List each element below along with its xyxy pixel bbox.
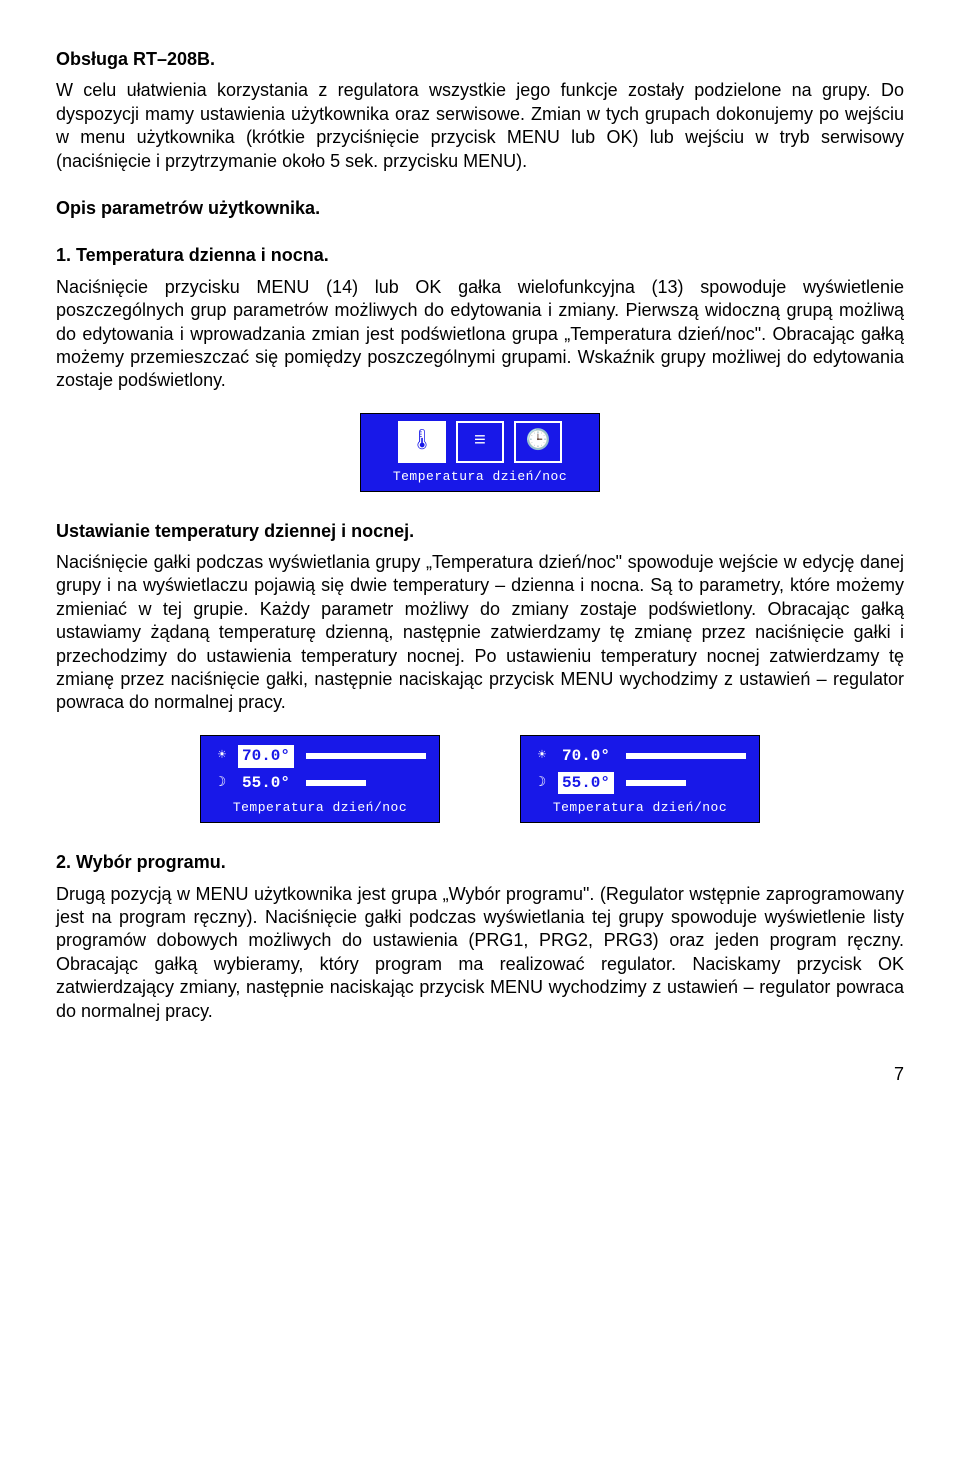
moon-icon: ☽ — [534, 774, 550, 792]
lcd-caption: Temperatura dzień/noc — [360, 469, 600, 486]
bar-icon — [306, 780, 366, 786]
day-temp-value: 70.0° — [558, 745, 614, 768]
section-1-heading: 1. Temperatura dzienna i nocna. — [56, 244, 904, 267]
ustaw-body: Naciśnięcie gałki podczas wyświetlania g… — [56, 551, 904, 715]
clock-icon: 🕒 — [514, 421, 562, 463]
thermometer-icon: 🌡 — [398, 421, 446, 463]
night-temp-value: 55.0° — [238, 772, 294, 795]
sun-icon: ☀ — [534, 747, 550, 765]
ustaw-heading: Ustawianie temperatury dziennej i nocnej… — [56, 520, 904, 543]
lcd-caption: Temperatura dzień/noc — [200, 800, 440, 817]
day-temp-value: 70.0° — [238, 745, 294, 768]
bar-icon — [626, 753, 746, 759]
lcd-screenshot-temp-day-selected: ☀ 70.0° ☽ 55.0° Temperatura dzień/noc — [200, 735, 440, 823]
section-2-heading: 2. Wybór programu. — [56, 851, 904, 874]
moon-icon: ☽ — [214, 774, 230, 792]
opis-heading: Opis parametrów użytkownika. — [56, 197, 904, 220]
page-title: Obsługa RT–208B. — [56, 48, 904, 71]
section-1-body: Naciśnięcie przycisku MENU (14) lub OK g… — [56, 276, 904, 393]
intro-paragraph: W celu ułatwienia korzystania z regulato… — [56, 79, 904, 173]
lcd-screenshot-menu: 🌡 ≡ 🕒 Temperatura dzień/noc — [360, 413, 600, 492]
lcd-screenshot-temp-night-selected: ☀ 70.0° ☽ 55.0° Temperatura dzień/noc — [520, 735, 760, 823]
list-icon: ≡ — [456, 421, 504, 463]
bar-icon — [626, 780, 686, 786]
night-temp-value: 55.0° — [558, 772, 614, 795]
page-number: 7 — [56, 1063, 904, 1086]
bar-icon — [306, 753, 426, 759]
lcd-caption: Temperatura dzień/noc — [520, 800, 760, 817]
sun-icon: ☀ — [214, 747, 230, 765]
section-2-body: Drugą pozycją w MENU użytkownika jest gr… — [56, 883, 904, 1023]
